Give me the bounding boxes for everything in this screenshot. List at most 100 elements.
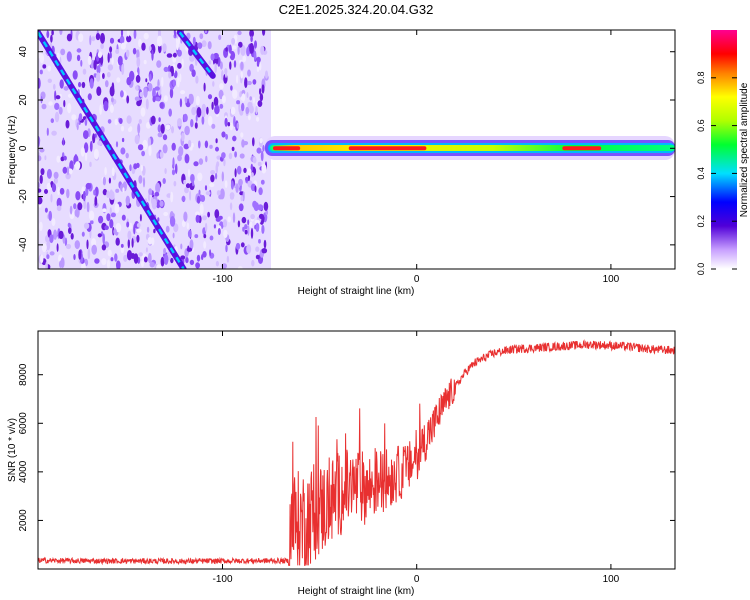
- noise-blob: [46, 30, 50, 39]
- noise-blob: [109, 104, 114, 113]
- noise-blob: [66, 51, 72, 62]
- noise-blob: [257, 161, 262, 167]
- noise-blob: [53, 171, 59, 179]
- noise-blob: [41, 243, 47, 253]
- noise-blob: [188, 93, 192, 99]
- noise-blob: [184, 153, 190, 164]
- noise-blob: [40, 168, 45, 176]
- noise-blob: [197, 172, 203, 182]
- noise-blob: [125, 152, 129, 159]
- colorbar-ticks: 0.0 0.2 0.4 0.6 0.8: [696, 72, 737, 275]
- noise-blob: [83, 199, 87, 210]
- noise-blob: [163, 247, 167, 255]
- noise-blob: [248, 115, 251, 121]
- noise-blob: [193, 161, 199, 167]
- noise-blob: [209, 182, 215, 188]
- noise-blob: [132, 47, 137, 55]
- noise-blob: [203, 241, 207, 249]
- noise-blob: [197, 42, 203, 49]
- noise-blob: [147, 192, 151, 202]
- noise-blob: [113, 228, 117, 235]
- noise-blob: [65, 119, 70, 129]
- noise-blob: [75, 191, 81, 201]
- noise-blob: [236, 122, 240, 129]
- noise-blob: [241, 216, 247, 224]
- noise-blob: [126, 250, 133, 261]
- noise-blob: [106, 71, 111, 78]
- noise-blob: [265, 209, 269, 216]
- noise-blob: [211, 101, 214, 110]
- noise-blob: [140, 164, 143, 172]
- noise-blob: [187, 139, 192, 148]
- noise-blob: [179, 73, 182, 83]
- noise-blob: [255, 222, 260, 232]
- noise-blob: [38, 155, 42, 162]
- noise-blob: [121, 137, 125, 143]
- noise-blob: [97, 233, 102, 238]
- noise-blob: [100, 32, 105, 44]
- noise-blob: [195, 114, 198, 123]
- noise-blob: [213, 52, 219, 60]
- y-tick-label: 40: [18, 46, 29, 58]
- noise-blob: [244, 229, 248, 235]
- noise-blob: [149, 73, 152, 82]
- noise-blob: [129, 126, 133, 132]
- noise-blob: [247, 168, 252, 176]
- noise-blob: [194, 234, 199, 239]
- noise-blob: [40, 254, 44, 264]
- noise-blob: [257, 204, 264, 211]
- noise-blob: [232, 89, 238, 99]
- noise-blob: [153, 228, 156, 234]
- noise-blob: [264, 70, 269, 79]
- noise-blob: [186, 247, 193, 252]
- noise-blob: [195, 262, 201, 269]
- noise-blob: [53, 83, 56, 90]
- noise-blob: [234, 168, 237, 178]
- noise-blob: [111, 57, 114, 65]
- noise-blob: [256, 66, 260, 73]
- noise-blob: [207, 94, 213, 100]
- noise-blob: [67, 93, 73, 98]
- noise-blob: [258, 239, 261, 244]
- noise-blob: [176, 77, 180, 88]
- diagonal-track-core-2: [178, 31, 214, 77]
- signal-band-peak: [562, 146, 602, 151]
- noise-blob: [254, 40, 257, 49]
- noise-blob: [54, 90, 57, 101]
- noise-blob: [173, 223, 179, 233]
- noise-blob: [174, 163, 178, 175]
- noise-blob: [46, 254, 50, 259]
- noise-blob: [120, 246, 125, 254]
- noise-blob: [180, 255, 186, 260]
- noise-blob: [237, 266, 243, 269]
- noise-blob: [49, 251, 55, 256]
- noise-blob: [250, 35, 253, 42]
- noise-blob: [201, 40, 207, 48]
- noise-blob: [81, 262, 86, 269]
- noise-blob: [241, 89, 246, 95]
- noise-blob: [109, 52, 112, 59]
- noise-blob: [230, 106, 236, 115]
- noise-blob: [76, 122, 79, 131]
- noise-blob: [157, 132, 163, 138]
- x-tick-label: 0: [414, 574, 420, 585]
- noise-blob: [207, 211, 211, 218]
- noise-blob: [111, 97, 114, 103]
- noise-blob: [126, 95, 130, 104]
- y-tick-label: 4000: [18, 460, 29, 483]
- noise-blob: [172, 157, 175, 168]
- noise-blob: [229, 61, 232, 70]
- noise-blob: [229, 202, 233, 211]
- noise-blob: [246, 244, 252, 254]
- noise-blob: [138, 38, 142, 48]
- y-tick-label: 20: [18, 94, 29, 106]
- noise-blob: [80, 147, 85, 157]
- noise-blob: [189, 190, 192, 201]
- noise-blob: [218, 194, 224, 200]
- snr-y-label: SNR (10 * v/v): [7, 418, 18, 482]
- noise-blob: [221, 131, 226, 138]
- noise-blob: [156, 35, 163, 47]
- noise-blob: [91, 36, 96, 42]
- noise-blob: [159, 102, 164, 109]
- noise-blob: [126, 77, 132, 86]
